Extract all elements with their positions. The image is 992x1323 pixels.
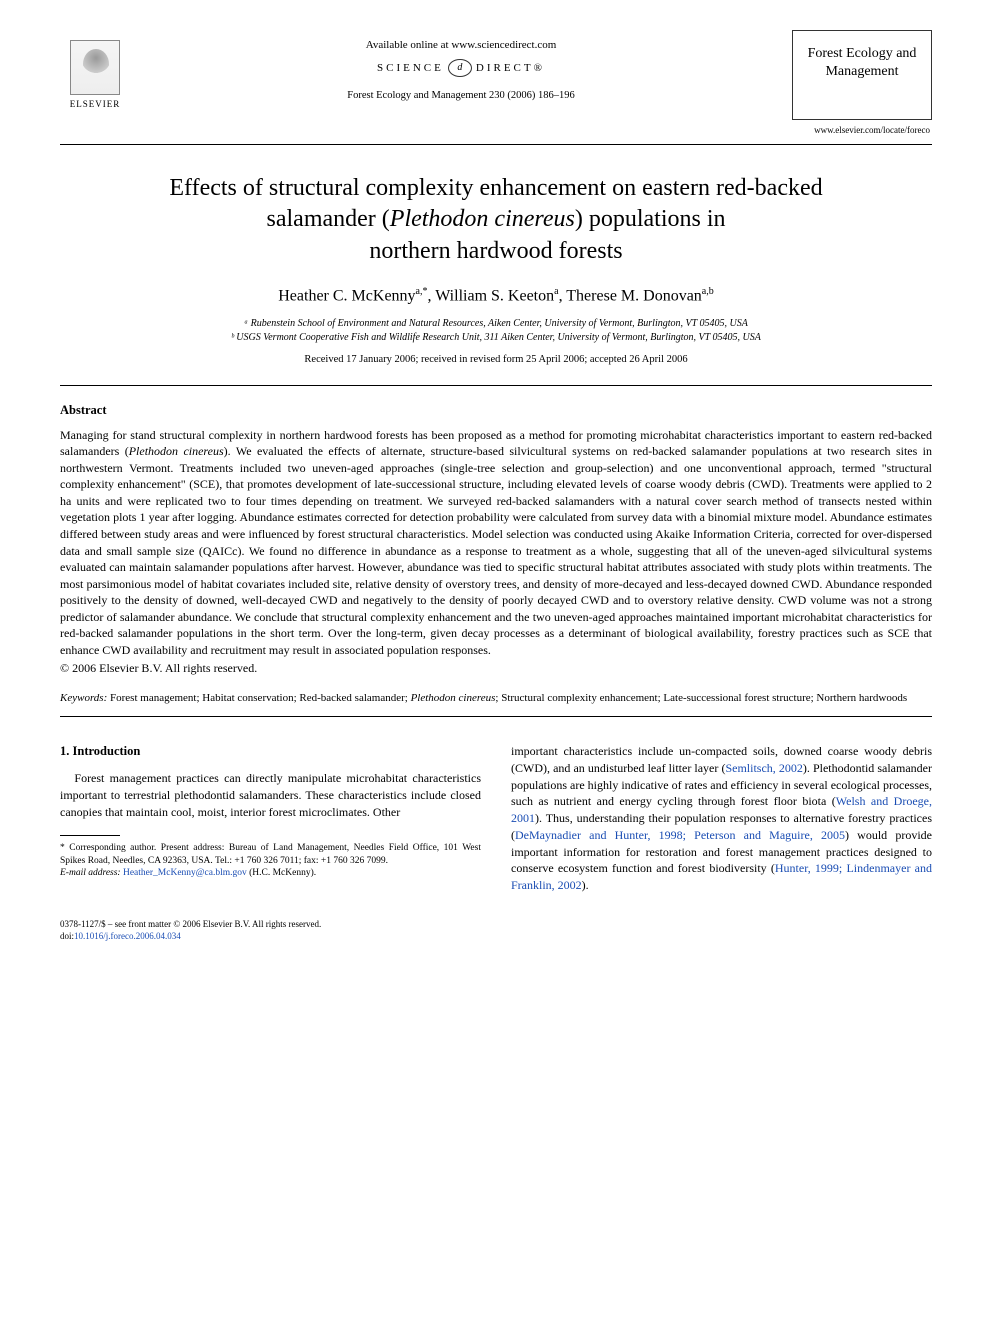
footnote-corr: * Corresponding author. Present address:… [60, 842, 481, 868]
author-2-sup: a [554, 286, 558, 297]
column-right: important characteristics include un-com… [511, 743, 932, 894]
science-direct-brand: SCIENCE d DIRECT® [377, 59, 545, 77]
author-3-sup: a,b [702, 286, 714, 297]
intro-col1-p1: Forest management practices can directly… [60, 770, 481, 820]
title-line3: northern hardwood forests [369, 238, 622, 264]
journal-box-title: Forest Ecology and Management [801, 45, 923, 81]
author-1: Heather C. McKenny [278, 287, 415, 304]
abstract-copyright: © 2006 Elsevier B.V. All rights reserved… [60, 660, 932, 676]
science-direct-logo-icon: d [448, 59, 472, 77]
journal-reference: Forest Ecology and Management 230 (2006)… [130, 89, 792, 103]
journal-url[interactable]: www.elsevier.com/locate/foreco [792, 124, 930, 136]
journal-box-wrap: Forest Ecology and Management www.elsevi… [792, 30, 932, 136]
available-online-text: Available online at www.sciencedirect.co… [130, 38, 792, 53]
rule-top [60, 144, 932, 145]
footnote-email-line: E-mail address: Heather_McKenny@ca.blm.g… [60, 867, 481, 880]
authors: Heather C. McKennya,*, William S. Keeton… [60, 285, 932, 307]
keywords-pre: Forest management; Habitat conservation;… [107, 692, 410, 704]
footer-front-matter: 0378-1127/$ – see front matter © 2006 El… [60, 918, 321, 930]
intro-heading: 1. Introduction [60, 743, 481, 761]
footer-doi[interactable]: 10.1016/j.foreco.2006.04.034 [74, 931, 181, 941]
article-dates: Received 17 January 2006; received in re… [60, 353, 932, 367]
abstract-p1-post: ). We evaluated the effects of alternate… [60, 444, 932, 657]
intro-col2-end: ). [582, 878, 589, 892]
elsevier-tree-icon [70, 40, 120, 95]
footnote-email-label: E-mail address: [60, 868, 121, 878]
footnote-email[interactable]: Heather_McKenny@ca.blm.gov [123, 868, 247, 878]
body-columns: 1. Introduction Forest management practi… [60, 743, 932, 894]
keywords-post: ; Structural complexity enhancement; Lat… [495, 692, 907, 704]
footnote-email-who: (H.C. McKenny). [249, 868, 316, 878]
affiliation-b: ᵇ USGS Vermont Cooperative Fish and Wild… [60, 331, 932, 345]
affiliations: ᵃ Rubenstein School of Environment and N… [60, 317, 932, 345]
elsevier-logo: ELSEVIER [60, 30, 130, 110]
keywords-species: Plethodon cinereus [411, 692, 496, 704]
abstract-species: Plethodon cinereus [129, 444, 224, 458]
science-direct-left: SCIENCE [377, 61, 444, 76]
center-header: Available online at www.sciencedirect.co… [130, 30, 792, 103]
journal-cover-box: Forest Ecology and Management [792, 30, 932, 120]
intro-col2-p1: important characteristics include un-com… [511, 743, 932, 894]
author-3: Therese M. Donovan [566, 287, 702, 304]
affiliation-a: ᵃ Rubenstein School of Environment and N… [60, 317, 932, 331]
abstract-body: Managing for stand structural complexity… [60, 427, 932, 659]
rule-below-keywords [60, 716, 932, 717]
title-species: Plethodon cinereus [390, 206, 575, 232]
title-line2-pre: salamander ( [267, 206, 390, 232]
author-1-sup: a,* [416, 286, 428, 297]
ref-semlitsch-2002[interactable]: Semlitsch, 2002 [725, 761, 802, 775]
elsevier-name: ELSEVIER [70, 98, 121, 110]
abstract-heading: Abstract [60, 402, 932, 419]
ref-demaynadier-peterson[interactable]: DeMaynadier and Hunter, 1998; Peterson a… [515, 828, 845, 842]
author-2: William S. Keeton [435, 287, 554, 304]
corresponding-author-footnote: * Corresponding author. Present address:… [60, 842, 481, 880]
footer-doi-label: doi: [60, 931, 74, 941]
keywords-label: Keywords: [60, 692, 107, 704]
page-footer: 0378-1127/$ – see front matter © 2006 El… [60, 918, 932, 942]
rule-above-abstract [60, 385, 932, 386]
article-title: Effects of structural complexity enhance… [90, 173, 902, 267]
footer-left: 0378-1127/$ – see front matter © 2006 El… [60, 918, 321, 942]
science-direct-right: DIRECT® [476, 61, 545, 76]
title-line1: Effects of structural complexity enhance… [169, 175, 822, 201]
footer-doi-line: doi:10.1016/j.foreco.2006.04.034 [60, 930, 321, 942]
page-header: ELSEVIER Available online at www.science… [60, 30, 932, 136]
column-left: 1. Introduction Forest management practi… [60, 743, 481, 894]
title-line2-post: ) populations in [575, 206, 726, 232]
keywords: Keywords: Forest management; Habitat con… [60, 691, 932, 706]
footnote-separator [60, 835, 120, 836]
